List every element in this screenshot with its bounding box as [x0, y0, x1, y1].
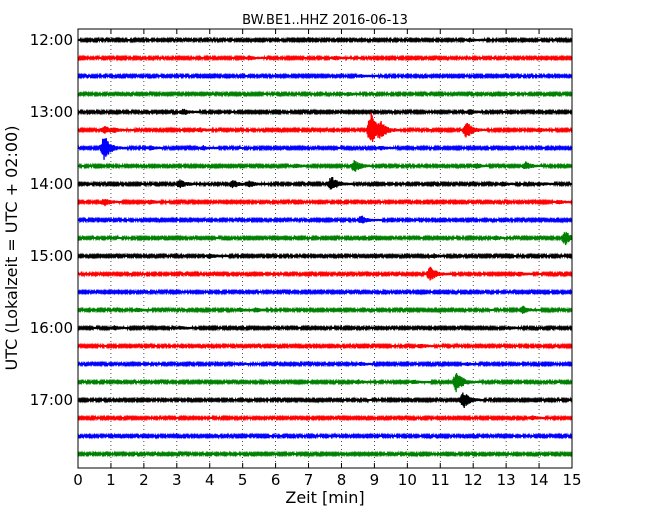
y-tick-label-4: 16:00 [30, 319, 73, 337]
trace-1400 [77, 176, 573, 190]
x-tick-label-1: 1 [106, 471, 116, 489]
trace-1300 [77, 108, 573, 116]
x-tick-label-9: 9 [370, 471, 380, 489]
trace-1200 [77, 36, 573, 44]
trace-1600 [77, 324, 573, 332]
x-tick-label-15: 15 [562, 471, 581, 489]
trace-1545 [77, 305, 573, 314]
trace-1315 [77, 112, 573, 143]
trace-1215 [77, 54, 573, 62]
x-tick-label-12: 12 [464, 471, 483, 489]
x-tick-label-5: 5 [238, 471, 248, 489]
trace-1330 [77, 138, 573, 160]
y-tick-label-1: 13:00 [30, 103, 73, 121]
trace-lines [77, 36, 573, 458]
trace-1645 [77, 373, 573, 393]
x-axis: 0 1 2 3 4 5 6 7 8 9 10 11 12 13 14 15 [73, 29, 582, 489]
trace-1230 [77, 72, 573, 80]
y-tick-label-5: 17:00 [30, 391, 73, 409]
trace-1715 [77, 414, 573, 422]
x-tick-label-6: 6 [271, 471, 281, 489]
trace-1615 [77, 342, 573, 350]
x-tick-label-0: 0 [73, 471, 83, 489]
chart-title: BW.BE1..HHZ 2016-06-13 [242, 13, 408, 28]
trace-1515 [77, 266, 573, 281]
x-tick-label-4: 4 [205, 471, 215, 489]
y-axis: 12:00 13:00 14:00 15:00 16:00 17:00 [30, 31, 572, 409]
trace-1245 [77, 90, 573, 98]
x-tick-label-2: 2 [139, 471, 149, 489]
trace-1345 [77, 160, 573, 172]
y-axis-label: UTC (Lokalzeit = UTC + 02:00) [2, 126, 21, 371]
trace-1730 [77, 432, 573, 440]
trace-1700 [77, 392, 573, 409]
trace-1745 [77, 450, 573, 458]
trace-1415 [77, 198, 573, 207]
x-tick-label-14: 14 [530, 471, 549, 489]
trace-1500 [77, 252, 573, 260]
y-tick-label-3: 15:00 [30, 247, 73, 265]
trace-1530 [77, 288, 573, 296]
plot-frame [77, 28, 573, 469]
x-tick-label-7: 7 [304, 471, 314, 489]
y-tick-label-2: 14:00 [30, 175, 73, 193]
y-tick-label-0: 12:00 [30, 31, 73, 49]
trace-1630 [77, 360, 573, 368]
trace-1430 [77, 215, 573, 224]
trace-1445 [77, 231, 573, 246]
x-tick-label-8: 8 [337, 471, 347, 489]
x-tick-label-13: 13 [497, 471, 516, 489]
x-tick-label-11: 11 [431, 471, 450, 489]
x-tick-label-10: 10 [398, 471, 417, 489]
x-tick-label-3: 3 [172, 471, 182, 489]
x-axis-label: Zeit [min] [285, 488, 364, 507]
